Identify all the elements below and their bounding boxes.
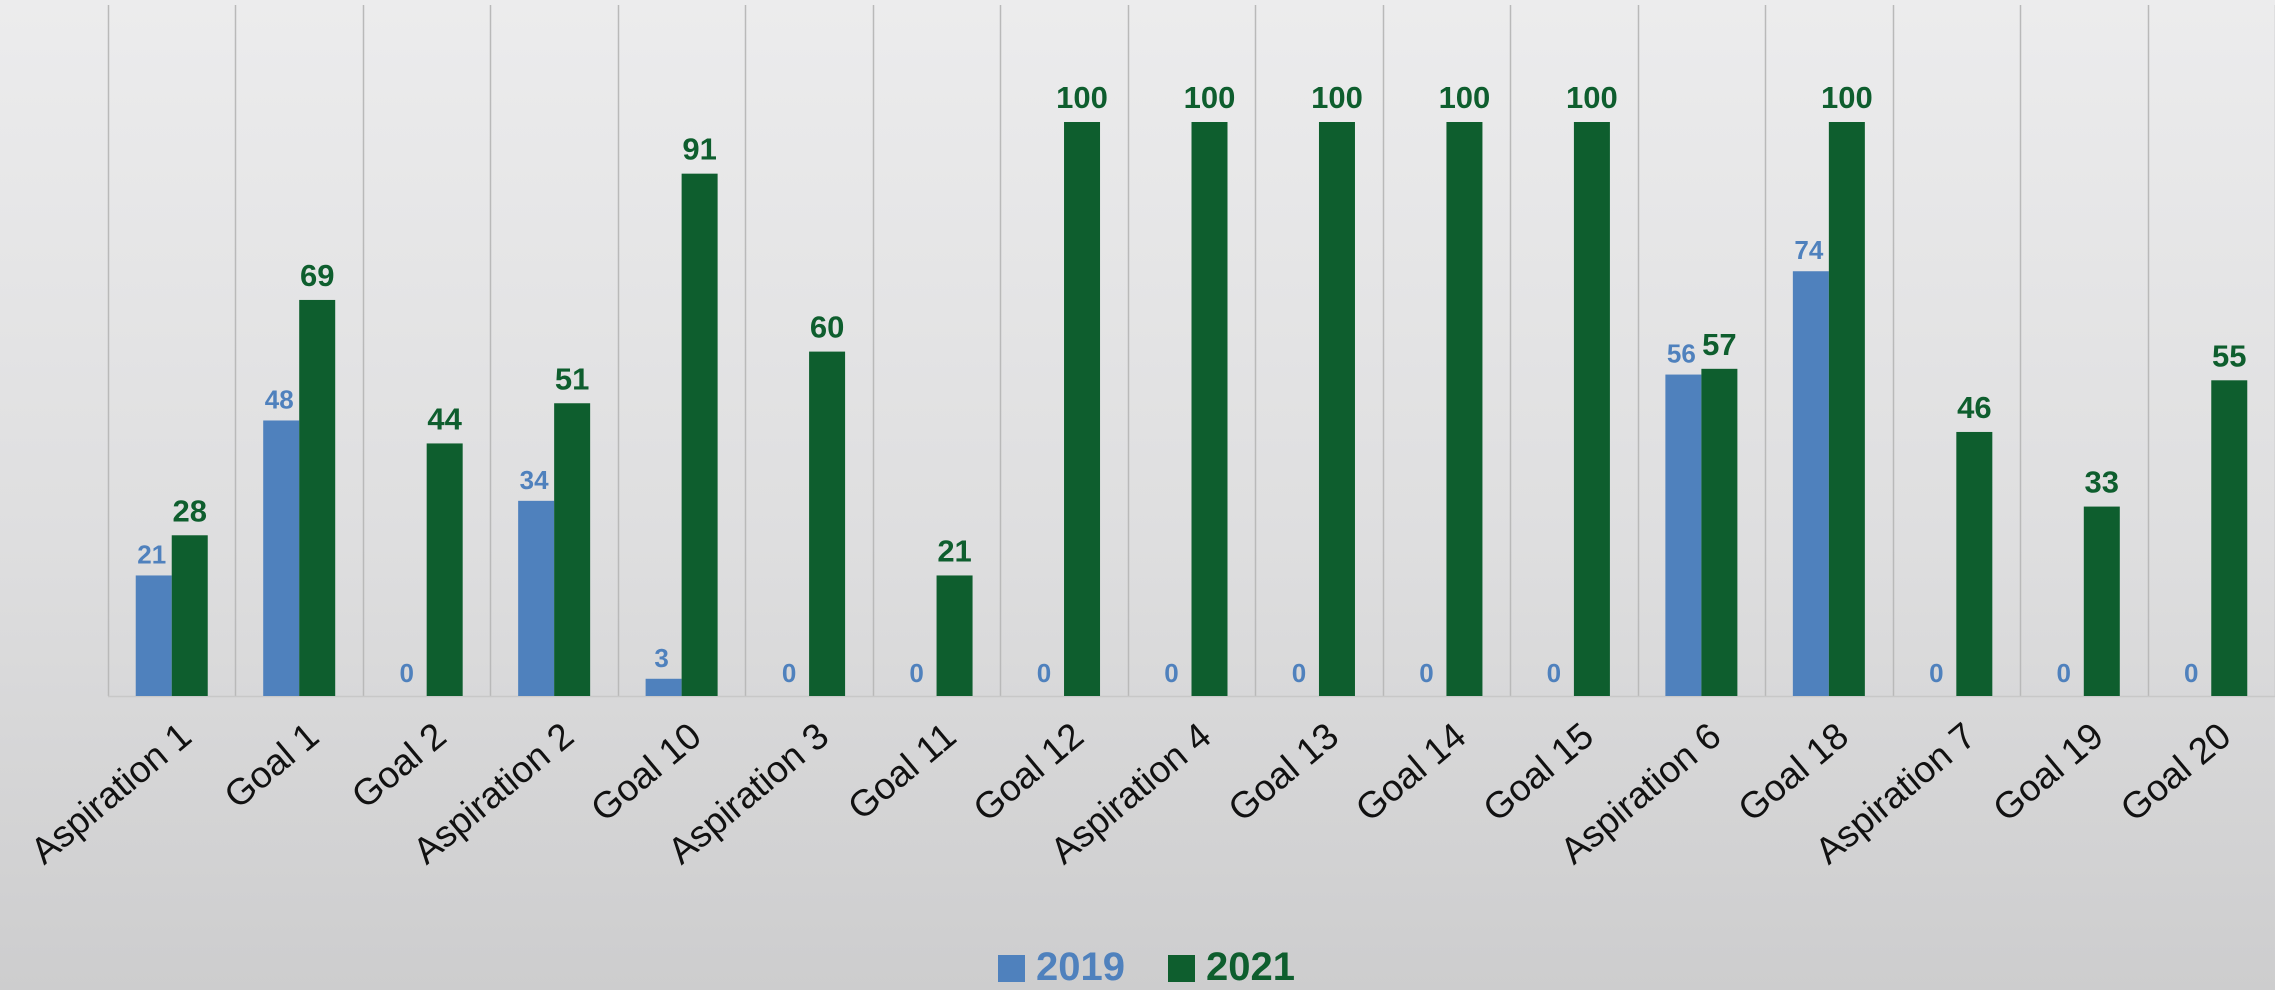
data-label-layer: 2128486904434513910600210100010001000100… [137,80,2246,688]
x-tick-label: Goal 18 [1730,715,1856,830]
x-tick-label: Goal 2 [344,715,454,816]
data-label-2021: 55 [2212,338,2246,373]
data-label-2019: 0 [1547,658,1561,688]
x-tick-label: Goal 20 [2113,715,2239,830]
bar-2019 [1665,374,1702,696]
data-label-2019: 0 [2057,658,2071,688]
data-label-2019: 21 [137,539,166,569]
data-label-2019: 0 [782,658,796,688]
data-label-2019: 0 [1037,658,1051,688]
bar-2021 [1191,122,1228,696]
data-label-2021: 57 [1702,327,1736,362]
data-label-2021: 100 [1566,80,1618,115]
data-label-2019: 0 [2184,658,2198,688]
legend-label-2021: 2021 [1206,945,1295,989]
bar-2021 [936,575,973,696]
x-tick-label: Goal 12 [966,715,1092,830]
legend-swatch-2019 [998,955,1025,982]
data-label-2019: 0 [399,658,413,688]
bar-2019 [263,420,300,696]
data-label-2019: 56 [1667,339,1696,369]
bar-2021 [554,403,591,696]
data-label-2021: 44 [427,401,462,436]
bar-2019 [518,500,555,696]
data-label-2019: 34 [520,465,549,495]
data-label-2021: 100 [1056,80,1108,115]
bar-2019 [135,575,172,696]
bar-2021 [809,351,846,696]
bar-2021 [2083,506,2120,696]
legend-label-2019: 2019 [1036,945,1125,989]
data-label-2021: 100 [1311,80,1363,115]
data-label-2021: 100 [1821,80,1873,115]
bar-2021 [299,299,336,696]
legend: 2019 2021 [998,945,1295,989]
bar-2021 [1318,122,1355,696]
x-tick-label: Aspiration 1 [23,715,199,872]
x-tick-label: Goal 14 [1348,715,1474,830]
data-label-2019: 0 [1419,658,1433,688]
bar-2021 [681,173,718,696]
bar-layer [135,122,2248,696]
data-label-2021: 28 [172,493,206,528]
data-label-2021: 51 [555,361,589,396]
bar-2021 [1446,122,1483,696]
bar-2021 [1956,431,1993,696]
data-label-2021: 100 [1439,80,1491,115]
bar-2021 [171,535,208,696]
bar-2021 [1828,122,1865,696]
bar-2021 [2211,380,2248,696]
x-tick-label: Goal 19 [1985,715,2111,830]
bar-2021 [1701,368,1738,696]
bar-2019 [1792,271,1829,696]
data-label-2019: 48 [265,384,294,414]
data-label-2021: 69 [300,258,334,293]
x-tick-label: Goal 1 [216,715,326,816]
bar-2019 [645,678,682,696]
data-label-2021: 100 [1184,80,1236,115]
data-label-2019: 3 [654,643,668,673]
x-tick-label: Goal 15 [1475,715,1601,830]
bar-2021 [426,443,463,696]
data-label-2019: 74 [1794,235,1823,265]
data-label-2021: 91 [682,132,716,167]
x-tick-label: Goal 13 [1220,715,1346,830]
x-tick-label: Goal 11 [840,715,964,828]
data-label-2019: 0 [909,658,923,688]
data-label-2021: 46 [1957,390,1991,425]
data-label-2021: 21 [937,533,971,568]
legend-swatch-2021 [1168,955,1195,982]
data-label-2019: 0 [1929,658,1943,688]
data-label-2019: 0 [1164,658,1178,688]
bar-2021 [1573,122,1610,696]
data-label-2021: 33 [2085,465,2119,500]
x-tick-label: Goal 10 [583,715,709,830]
data-label-2019: 0 [1292,658,1306,688]
bar-2021 [1064,122,1101,696]
data-label-2021: 60 [810,310,844,345]
grid-layer [107,5,2275,698]
